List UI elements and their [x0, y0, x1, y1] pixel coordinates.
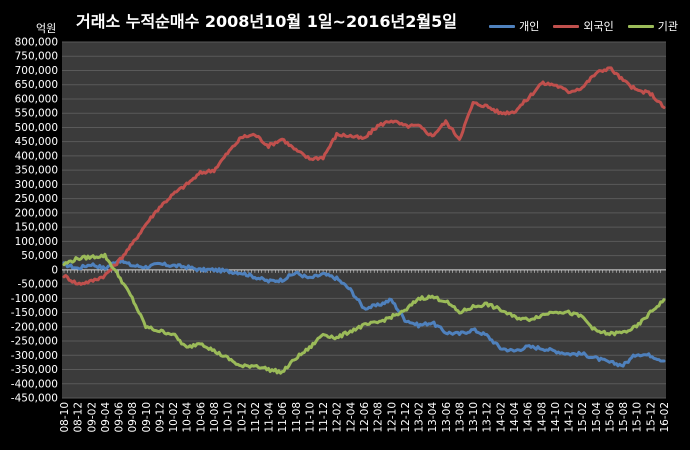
x-tick-label-27: 13-04 — [427, 402, 439, 433]
x-tick-label-4: 09-06 — [114, 402, 126, 433]
x-tick-label-20: 12-02 — [332, 402, 344, 433]
x-tick-label-43: 15-12 — [645, 402, 657, 433]
x-tick-label-21: 12-04 — [345, 402, 357, 433]
y-tick-label-11: 250,000 — [15, 193, 58, 205]
plot-area — [62, 42, 666, 398]
x-tick-label-14: 11-02 — [250, 402, 262, 433]
y-tick-label-14: 100,000 — [15, 236, 58, 248]
y-tick-label-20: -200,000 — [11, 321, 58, 333]
x-tick-label-35: 14-08 — [536, 402, 548, 433]
x-tick-label-7: 09-12 — [154, 402, 166, 433]
chart-title: 거래소 누적순매수 2008년10월 1일~2016년2월5일 — [76, 12, 457, 31]
x-tick-label-2: 09-02 — [86, 402, 98, 433]
x-tick-label-34: 14-06 — [523, 402, 535, 433]
y-tick-label-19: -150,000 — [11, 307, 58, 319]
x-tick-label-11: 10-08 — [209, 402, 221, 433]
x-tick-label-31: 13-12 — [482, 402, 494, 433]
y-tick-label-0: 800,000 — [15, 37, 58, 49]
y-tick-label-2: 700,000 — [15, 65, 58, 77]
y-tick-label-17: -50,000 — [17, 279, 58, 291]
legend-label-0: 개인 — [519, 20, 540, 33]
legend-swatch-1 — [553, 24, 580, 28]
x-tick-label-23: 12-08 — [373, 402, 385, 433]
x-tick-label-38: 15-02 — [577, 402, 589, 433]
x-tick-label-32: 14-02 — [495, 402, 507, 433]
legend-item-2: 기관 — [627, 18, 678, 34]
x-tick-label-42: 15-10 — [632, 402, 644, 433]
legend-item-0: 개인 — [489, 18, 539, 34]
legend-swatch-2 — [627, 24, 654, 28]
x-tick-label-25: 12-12 — [400, 402, 412, 433]
y-tick-label-18: -100,000 — [11, 293, 58, 305]
x-tick-label-17: 11-08 — [291, 402, 303, 433]
x-tick-label-6: 09-10 — [141, 402, 153, 433]
y-tick-label-3: 650,000 — [15, 79, 58, 91]
y-axis-unit-label: 억원 — [36, 22, 57, 35]
y-tick-label-5: 550,000 — [15, 108, 58, 120]
x-tick-label-13: 10-12 — [236, 402, 248, 433]
x-tick-label-30: 13-10 — [468, 402, 480, 433]
x-tick-label-12: 10-10 — [223, 402, 235, 433]
y-tick-label-21: -250,000 — [11, 336, 58, 348]
x-tick-label-41: 15-08 — [618, 402, 630, 433]
x-tick-label-28: 13-06 — [441, 402, 453, 433]
x-tick-label-3: 09-04 — [100, 402, 112, 433]
x-tick-label-18: 11-10 — [304, 402, 316, 433]
x-tick-label-16: 11-06 — [277, 402, 289, 433]
y-tick-label-1: 750,000 — [15, 51, 58, 63]
x-tick-label-44: 16-02 — [659, 402, 671, 433]
chart-legend: 개인 외국인 기관 — [489, 18, 678, 34]
x-tick-label-1: 08-12 — [73, 402, 85, 433]
y-tick-label-15: 50,000 — [21, 250, 58, 262]
x-tick-label-26: 13-02 — [414, 402, 426, 433]
y-tick-label-10: 300,000 — [15, 179, 58, 191]
x-tick-label-39: 15-04 — [591, 402, 603, 433]
x-tick-label-36: 14-10 — [550, 402, 562, 433]
x-tick-label-15: 11-04 — [264, 402, 276, 433]
y-tick-label-13: 150,000 — [15, 222, 58, 234]
y-tick-label-4: 600,000 — [15, 93, 58, 105]
x-tick-label-0: 08-10 — [59, 402, 71, 433]
x-tick-label-29: 13-08 — [454, 402, 466, 433]
x-tick-label-22: 12-06 — [359, 402, 371, 433]
y-tick-label-22: -300,000 — [11, 350, 58, 362]
x-tick-label-37: 14-12 — [564, 402, 576, 433]
y-tick-label-7: 450,000 — [15, 136, 58, 148]
x-tick-label-8: 10-02 — [168, 402, 180, 433]
y-tick-label-9: 350,000 — [15, 165, 58, 177]
x-tick-label-40: 15-06 — [604, 402, 616, 433]
legend-label-1: 외국인 — [583, 20, 614, 33]
y-tick-label-24: -400,000 — [11, 378, 58, 390]
legend-swatch-0 — [489, 24, 516, 28]
x-tick-label-24: 12-10 — [386, 402, 398, 433]
series-line-2 — [62, 252, 666, 375]
legend-label-2: 기관 — [657, 20, 678, 33]
series-line-0 — [62, 258, 666, 368]
y-tick-label-16: 0 — [51, 264, 58, 276]
series-line-1 — [62, 66, 666, 286]
legend-item-1: 외국인 — [553, 18, 614, 34]
x-tick-label-19: 11-12 — [318, 402, 330, 433]
x-tick-label-33: 14-04 — [509, 402, 521, 433]
y-tick-label-12: 200,000 — [15, 207, 58, 219]
x-tick-label-9: 10-04 — [182, 402, 194, 433]
y-tick-label-25: -450,000 — [11, 393, 58, 405]
y-tick-label-6: 500,000 — [15, 122, 58, 134]
x-tick-label-10: 10-06 — [195, 402, 207, 433]
y-tick-label-23: -350,000 — [11, 364, 58, 376]
y-tick-label-8: 400,000 — [15, 150, 58, 162]
x-tick-label-5: 09-08 — [127, 402, 139, 433]
